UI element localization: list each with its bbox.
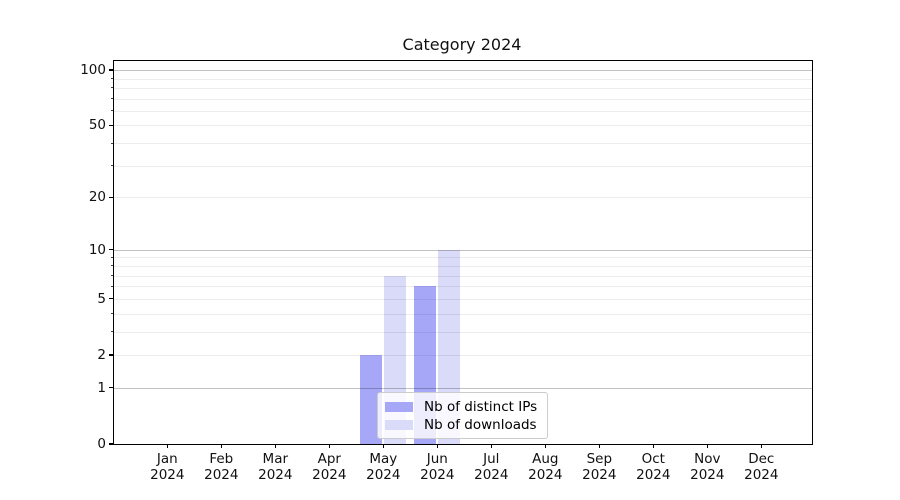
minor-gridline xyxy=(114,354,812,356)
y-tick xyxy=(108,69,113,71)
legend-label: Nb of downloads xyxy=(424,417,537,433)
x-tick xyxy=(274,444,276,448)
x-tick xyxy=(166,444,168,448)
minor-gridline xyxy=(114,110,812,112)
x-tick xyxy=(382,444,384,448)
x-tick-label: Oct 2024 xyxy=(636,451,671,483)
y-minor-tick xyxy=(110,331,113,333)
y-tick-label: 100 xyxy=(80,62,106,79)
x-tick xyxy=(220,444,222,448)
x-tick-label: May 2024 xyxy=(366,451,401,483)
legend-label: Nb of distinct IPs xyxy=(424,399,538,415)
y-minor-tick xyxy=(110,142,113,144)
x-tick-label: Feb 2024 xyxy=(204,451,239,483)
x-tick-label: Aug 2024 xyxy=(528,451,563,483)
y-tick xyxy=(108,298,113,300)
minor-gridline xyxy=(114,78,812,80)
y-minor-tick xyxy=(110,275,113,277)
y-minor-tick xyxy=(110,285,113,287)
major-gridline xyxy=(114,387,812,389)
legend-swatch xyxy=(385,420,413,430)
y-tick-label: 0 xyxy=(97,436,106,452)
y-tick xyxy=(108,387,113,389)
x-tick xyxy=(490,444,492,448)
x-tick-label: Jun 2024 xyxy=(420,451,455,483)
y-tick-label: 20 xyxy=(88,189,106,206)
x-tick xyxy=(328,444,330,448)
minor-gridline xyxy=(114,165,812,167)
minor-gridline xyxy=(114,286,812,288)
y-tick-label: 50 xyxy=(88,117,106,134)
y-tick xyxy=(108,124,113,127)
x-tick xyxy=(544,444,546,448)
minor-gridline xyxy=(114,98,812,100)
y-tick xyxy=(108,196,113,198)
minor-gridline xyxy=(114,257,812,259)
x-tick-label: Nov 2024 xyxy=(690,451,725,483)
x-tick xyxy=(706,444,708,448)
y-tick-label: 10 xyxy=(88,241,106,258)
x-tick-label: Jan 2024 xyxy=(150,451,185,483)
x-tick-label: Dec 2024 xyxy=(744,451,779,483)
legend-entry: Nb of distinct IPs xyxy=(385,398,541,416)
y-minor-tick xyxy=(110,78,113,80)
legend-swatch xyxy=(385,402,413,412)
minor-gridline xyxy=(114,298,812,300)
y-tick xyxy=(108,354,113,356)
major-gridline xyxy=(114,249,812,251)
x-tick xyxy=(436,444,438,448)
minor-gridline xyxy=(114,313,812,315)
x-tick-label: Mar 2024 xyxy=(258,451,293,483)
x-tick-label: Apr 2024 xyxy=(312,451,347,483)
minor-gridline xyxy=(114,143,812,145)
y-tick xyxy=(108,249,113,251)
minor-gridline xyxy=(114,197,812,199)
x-tick xyxy=(760,444,762,448)
y-tick xyxy=(108,443,113,445)
legend: Nb of distinct IPs Nb of downloads xyxy=(377,392,548,439)
minor-gridline xyxy=(114,275,812,277)
x-tick xyxy=(598,444,600,448)
minor-gridline xyxy=(114,87,812,89)
legend-entry: Nb of downloads xyxy=(385,416,541,434)
x-tick-label: Jul 2024 xyxy=(474,451,509,483)
y-tick-label: 1 xyxy=(97,379,106,396)
y-minor-tick xyxy=(110,265,113,267)
plot-area: 0 1 2 5 10 20 50 100 Jan 2024 Feb 2024 Mar 2024 Apr… xyxy=(80,60,813,483)
x-tick-label: Sep 2024 xyxy=(582,451,617,483)
bar-distinct-ips xyxy=(360,354,383,444)
y-minor-tick xyxy=(110,313,113,315)
y-tick-label: 2 xyxy=(97,346,106,363)
minor-gridline xyxy=(114,125,812,127)
y-minor-tick xyxy=(110,110,113,112)
y-minor-tick xyxy=(110,98,113,100)
chart-title: Category 2024 xyxy=(402,35,522,54)
minor-gridline xyxy=(114,265,812,267)
minor-gridline xyxy=(114,331,812,333)
x-tick xyxy=(652,444,654,448)
y-minor-tick xyxy=(110,256,113,258)
major-gridline xyxy=(114,70,812,72)
y-minor-tick xyxy=(110,87,113,89)
y-tick-label: 5 xyxy=(97,290,106,307)
y-minor-tick xyxy=(110,165,113,167)
